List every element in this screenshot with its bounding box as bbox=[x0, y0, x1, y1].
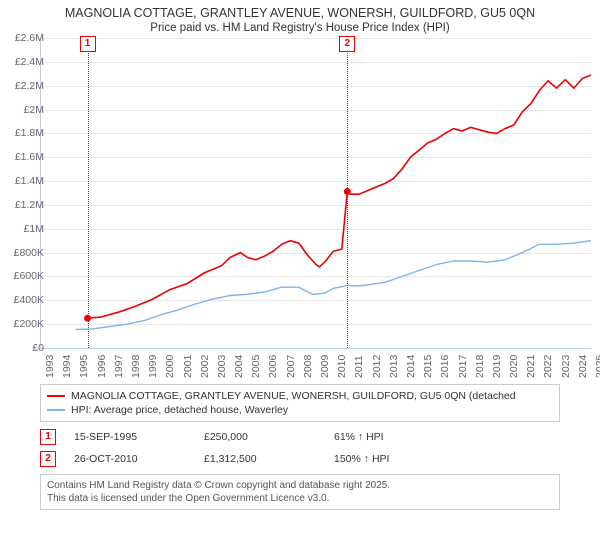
sale-hpi: 61% ↑ HPI bbox=[334, 431, 464, 443]
licence-box: Contains HM Land Registry data © Crown c… bbox=[40, 474, 560, 510]
xtick-label: 2022 bbox=[542, 355, 554, 378]
xtick-label: 2008 bbox=[302, 355, 314, 378]
xtick-label: 2003 bbox=[216, 355, 228, 378]
ytick-label: £2.6M bbox=[0, 32, 44, 44]
xtick-label: 2011 bbox=[353, 355, 365, 378]
xtick-label: 2005 bbox=[250, 355, 262, 378]
sale-marker: 2 bbox=[40, 451, 56, 467]
ytick-label: £1.6M bbox=[0, 151, 44, 163]
sale-marker: 1 bbox=[40, 429, 56, 445]
xtick-label: 1995 bbox=[78, 355, 90, 378]
xtick-label: 1993 bbox=[44, 355, 56, 378]
xtick-label: 2009 bbox=[319, 355, 331, 378]
event-marker: 2 bbox=[339, 36, 355, 52]
chart-title: MAGNOLIA COTTAGE, GRANTLEY AVENUE, WONER… bbox=[0, 0, 600, 20]
xtick-label: 2006 bbox=[267, 355, 279, 378]
xtick-label: 2013 bbox=[388, 355, 400, 378]
sale-hpi: 150% ↑ HPI bbox=[334, 453, 464, 465]
legend: MAGNOLIA COTTAGE, GRANTLEY AVENUE, WONER… bbox=[40, 384, 560, 422]
legend-swatch bbox=[47, 409, 65, 411]
ytick-label: £2.4M bbox=[0, 56, 44, 68]
xtick-label: 2010 bbox=[336, 355, 348, 378]
event-marker: 1 bbox=[80, 36, 96, 52]
legend-label: HPI: Average price, detached house, Wave… bbox=[71, 404, 288, 416]
sale-row: 2 26-OCT-2010£1,312,500150% ↑ HPI bbox=[40, 448, 560, 470]
ytick-label: £2.2M bbox=[0, 80, 44, 92]
sale-row: 1 15-SEP-1995£250,00061% ↑ HPI bbox=[40, 426, 560, 448]
ytick-label: £200K bbox=[0, 318, 44, 330]
xtick-label: 2021 bbox=[525, 355, 537, 378]
plot-area: 12 bbox=[40, 38, 591, 349]
ytick-label: £400K bbox=[0, 294, 44, 306]
licence-line2: This data is licensed under the Open Gov… bbox=[47, 492, 553, 505]
xtick-label: 2002 bbox=[199, 355, 211, 378]
sale-price: £1,312,500 bbox=[204, 453, 334, 465]
sale-price: £250,000 bbox=[204, 431, 334, 443]
xtick-label: 2014 bbox=[405, 355, 417, 378]
legend-swatch bbox=[47, 395, 65, 397]
xtick-label: 2020 bbox=[508, 355, 520, 378]
xtick-label: 1996 bbox=[96, 355, 108, 378]
ytick-label: £1.8M bbox=[0, 127, 44, 139]
legend-item: MAGNOLIA COTTAGE, GRANTLEY AVENUE, WONER… bbox=[47, 389, 553, 403]
xtick-label: 2016 bbox=[439, 355, 451, 378]
xtick-label: 2019 bbox=[491, 355, 503, 378]
ytick-label: £2M bbox=[0, 104, 44, 116]
xtick-label: 2007 bbox=[285, 355, 297, 378]
ytick-label: £1M bbox=[0, 223, 44, 235]
ytick-label: £0 bbox=[0, 342, 44, 354]
ytick-label: £1.2M bbox=[0, 199, 44, 211]
xtick-label: 2023 bbox=[560, 355, 572, 378]
xtick-label: 2018 bbox=[474, 355, 486, 378]
sale-date: 26-OCT-2010 bbox=[74, 453, 204, 465]
legend-label: MAGNOLIA COTTAGE, GRANTLEY AVENUE, WONER… bbox=[71, 390, 516, 402]
ytick-label: £800K bbox=[0, 247, 44, 259]
xtick-label: 1998 bbox=[130, 355, 142, 378]
xtick-label: 2000 bbox=[164, 355, 176, 378]
sale-point bbox=[84, 315, 91, 322]
xtick-label: 2025 bbox=[594, 355, 600, 378]
sale-point bbox=[344, 188, 351, 195]
xtick-label: 2012 bbox=[371, 355, 383, 378]
xtick-label: 2004 bbox=[233, 355, 245, 378]
xtick-label: 1994 bbox=[61, 355, 73, 378]
licence-line1: Contains HM Land Registry data © Crown c… bbox=[47, 479, 553, 492]
xtick-label: 2017 bbox=[457, 355, 469, 378]
series-line bbox=[88, 75, 591, 318]
xtick-label: 2001 bbox=[182, 355, 194, 378]
xtick-label: 2015 bbox=[422, 355, 434, 378]
xtick-label: 1999 bbox=[147, 355, 159, 378]
ytick-label: £600K bbox=[0, 270, 44, 282]
line-series-svg bbox=[41, 38, 591, 348]
xtick-label: 2024 bbox=[577, 355, 589, 378]
xtick-label: 1997 bbox=[113, 355, 125, 378]
sales-table: 1 15-SEP-1995£250,00061% ↑ HPI 2 26-OCT-201… bbox=[40, 426, 560, 470]
ytick-label: £1.4M bbox=[0, 175, 44, 187]
legend-item: HPI: Average price, detached house, Wave… bbox=[47, 403, 553, 417]
chart-area: 12 £0£200K£400K£600K£800K£1M£1.2M£1.4M£1… bbox=[40, 38, 600, 378]
series-line bbox=[75, 241, 591, 330]
sale-date: 15-SEP-1995 bbox=[74, 431, 204, 443]
